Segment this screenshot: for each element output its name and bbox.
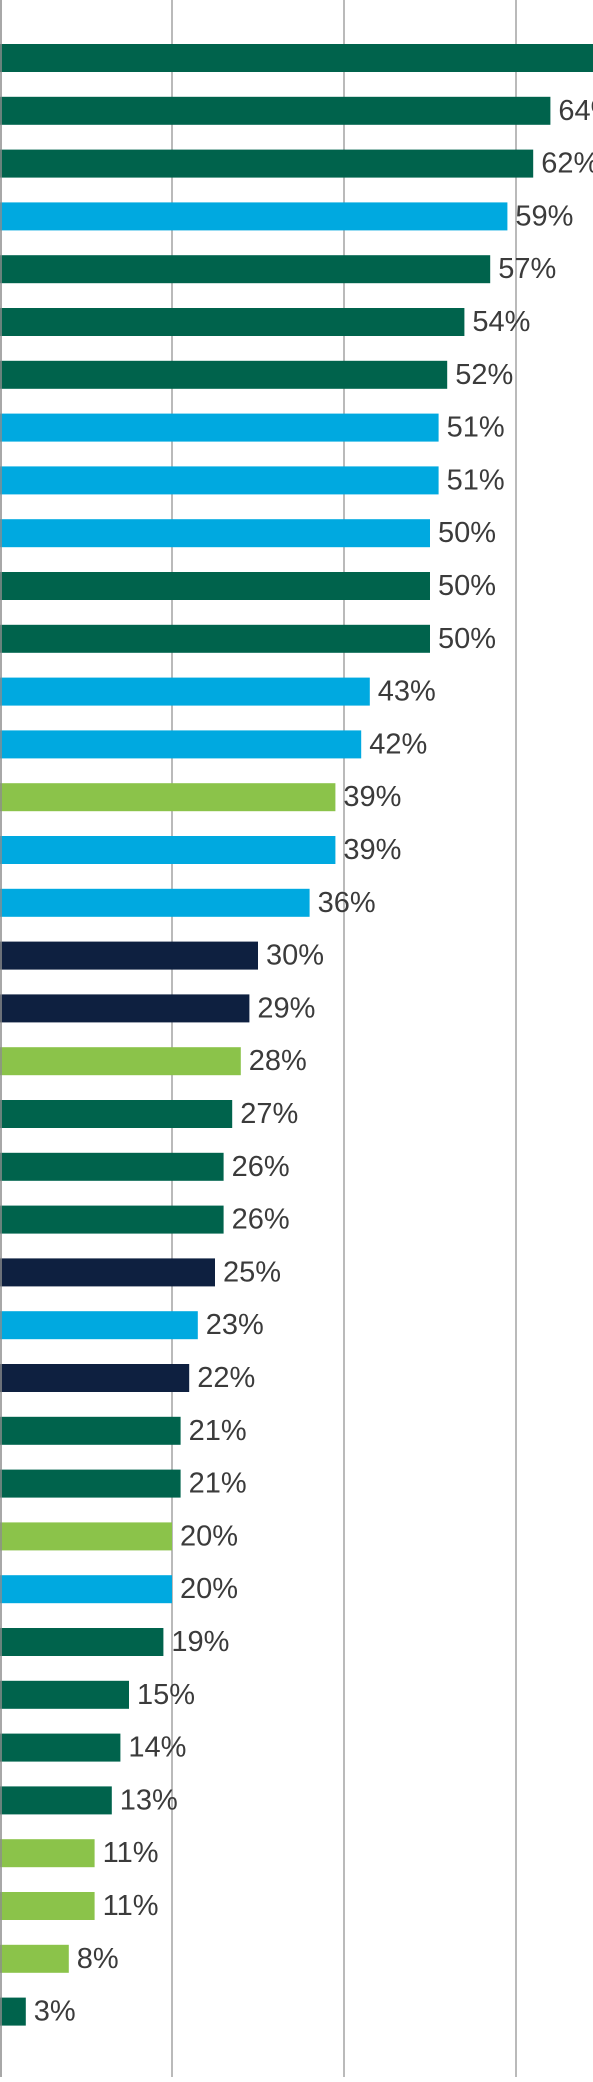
- data-label-29: 20%: [180, 1520, 238, 1552]
- data-label-32: 15%: [137, 1679, 195, 1711]
- bar-6: [0, 308, 464, 336]
- data-label-8: 51%: [447, 412, 505, 444]
- data-label-18: 30%: [266, 940, 324, 972]
- bar-29: [0, 1522, 172, 1550]
- data-label-11: 50%: [438, 570, 496, 602]
- bar-38: [0, 1998, 26, 2026]
- bar-4: [0, 202, 507, 230]
- bar-28: [0, 1470, 181, 1498]
- data-label-27: 21%: [189, 1415, 247, 1447]
- data-label-13: 43%: [378, 676, 436, 708]
- data-label-2: 64%: [558, 95, 593, 127]
- bar-3: [0, 150, 533, 178]
- data-label-10: 50%: [438, 517, 496, 549]
- data-label-30: 20%: [180, 1573, 238, 1605]
- data-label-33: 14%: [128, 1732, 186, 1764]
- bar-31: [0, 1628, 163, 1656]
- bar-2: [0, 97, 550, 125]
- bar-8: [0, 414, 439, 442]
- bar-20: [0, 1047, 241, 1075]
- data-label-4: 59%: [515, 200, 573, 232]
- data-label-38: 3%: [34, 1996, 76, 2028]
- bar-32: [0, 1681, 129, 1709]
- data-label-17: 36%: [318, 887, 376, 919]
- bar-9: [0, 466, 439, 494]
- bar-16: [0, 836, 335, 864]
- bar-15: [0, 783, 335, 811]
- data-label-34: 13%: [120, 1784, 178, 1816]
- data-label-3: 62%: [541, 148, 593, 180]
- bar-34: [0, 1786, 112, 1814]
- bar-37: [0, 1945, 69, 1973]
- bar-26: [0, 1364, 189, 1392]
- bar-30: [0, 1575, 172, 1603]
- data-label-20: 28%: [249, 1045, 307, 1077]
- data-label-23: 26%: [232, 1204, 290, 1236]
- data-label-26: 22%: [197, 1362, 255, 1394]
- bar-12: [0, 625, 430, 653]
- data-label-22: 26%: [232, 1151, 290, 1183]
- data-label-5: 57%: [498, 253, 556, 285]
- data-label-36: 11%: [103, 1890, 159, 1922]
- bar-5: [0, 255, 490, 283]
- data-label-12: 50%: [438, 623, 496, 655]
- bar-36: [0, 1892, 95, 1920]
- bar-13: [0, 678, 370, 706]
- bar-11: [0, 572, 430, 600]
- bar-7: [0, 361, 447, 389]
- data-label-16: 39%: [343, 834, 401, 866]
- bar-22: [0, 1153, 224, 1181]
- bar-33: [0, 1734, 120, 1762]
- data-label-35: 11%: [103, 1837, 159, 1869]
- bar-24: [0, 1258, 215, 1286]
- bar-10: [0, 519, 430, 547]
- bar-21: [0, 1100, 232, 1128]
- data-label-24: 25%: [223, 1256, 281, 1288]
- bar-35: [0, 1839, 95, 1867]
- data-label-15: 39%: [343, 781, 401, 813]
- bar-27: [0, 1417, 181, 1445]
- bar-17: [0, 889, 310, 917]
- data-label-7: 52%: [455, 359, 513, 391]
- data-label-14: 42%: [369, 728, 427, 760]
- bar-18: [0, 942, 258, 970]
- data-label-25: 23%: [206, 1309, 264, 1341]
- data-label-21: 27%: [240, 1098, 298, 1130]
- data-label-19: 29%: [257, 992, 315, 1024]
- data-label-6: 54%: [472, 306, 530, 338]
- data-label-31: 19%: [171, 1626, 229, 1658]
- bar-19: [0, 994, 249, 1022]
- data-label-37: 8%: [77, 1943, 119, 1975]
- data-label-9: 51%: [447, 464, 505, 496]
- bars: [0, 44, 593, 2026]
- data-label-28: 21%: [189, 1468, 247, 1500]
- bar-25: [0, 1311, 198, 1339]
- bar-1: [0, 44, 593, 72]
- bar-14: [0, 730, 361, 758]
- bar-23: [0, 1206, 224, 1234]
